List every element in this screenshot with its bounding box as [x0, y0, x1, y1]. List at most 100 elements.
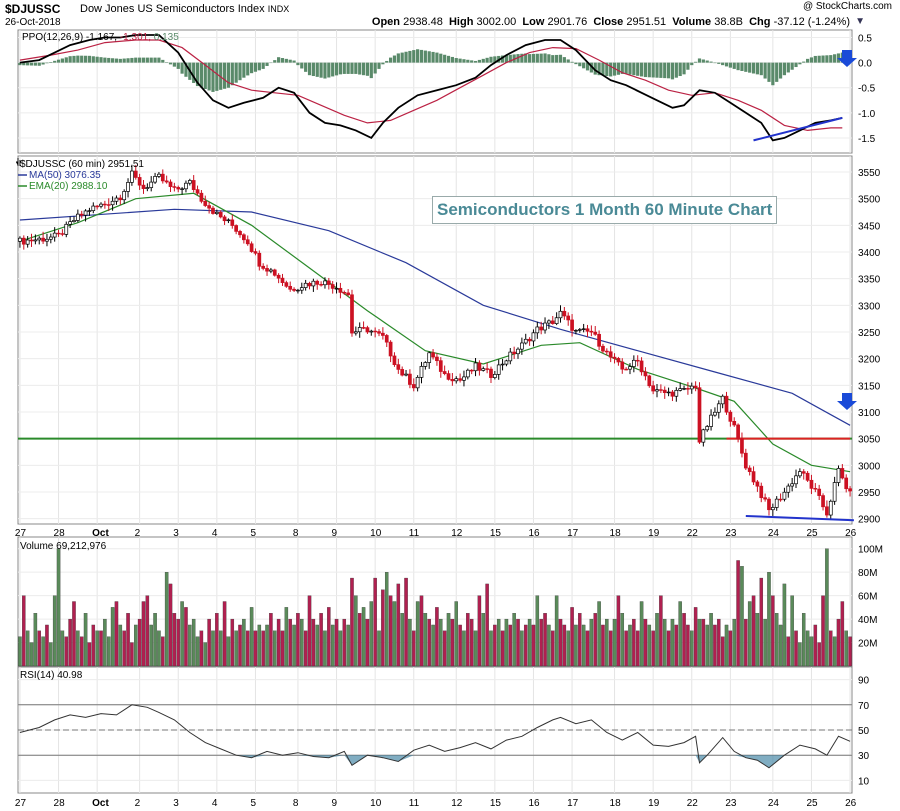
volume-bar — [404, 577, 408, 667]
y-tick-label: 3350 — [858, 275, 881, 286]
volume-bar — [462, 630, 466, 667]
y-tick-label: 40M — [858, 615, 877, 626]
candle-body — [157, 173, 161, 177]
candle-body — [805, 472, 810, 481]
ppo-histogram-bar — [358, 62, 362, 75]
ppo-legend: PPO(12,26,9) -1.167, -1.301, 0.135 — [22, 32, 179, 43]
candle-body — [547, 320, 551, 324]
ppo-histogram-bar — [500, 55, 505, 63]
ppo-histogram-bar — [636, 62, 640, 76]
ppo-histogram-bar — [593, 62, 597, 75]
ppo-histogram-bar — [724, 62, 729, 67]
volume-bar — [412, 630, 416, 667]
volume-bar — [632, 618, 636, 667]
candle-body — [72, 220, 76, 222]
candle-body — [523, 338, 528, 344]
ppo-histogram-bar — [68, 56, 72, 63]
candle-body — [211, 207, 215, 214]
ppo-histogram-bar — [157, 57, 161, 63]
candle-body — [21, 237, 26, 245]
ppo-histogram-bar — [721, 62, 725, 66]
x-tick-label: 24 — [768, 798, 780, 809]
candle-body — [670, 391, 675, 397]
candle-body — [130, 170, 134, 183]
ppo-histogram-bar — [778, 62, 783, 79]
candle-body — [562, 310, 567, 317]
ppo-histogram-bar — [342, 62, 346, 74]
volume-bar — [736, 560, 740, 667]
volume-bar — [740, 566, 744, 667]
candle-body — [377, 331, 381, 334]
ppo-histogram-bar — [655, 62, 659, 78]
candle-body — [763, 497, 767, 500]
volume-bar — [508, 624, 513, 667]
volume-bar — [130, 642, 134, 667]
ppo-histogram-bar — [666, 62, 671, 79]
candle-body — [48, 236, 53, 240]
volume-bar — [215, 613, 219, 667]
candle-body — [465, 369, 470, 378]
ppo-histogram-bar — [45, 62, 49, 64]
ppo-histogram-bar — [242, 62, 246, 78]
candle-body — [489, 368, 493, 378]
ppo-histogram-bar — [53, 60, 57, 63]
y-tick-label: 0.5 — [858, 34, 872, 45]
candle-body — [141, 184, 146, 189]
ppo-histogram-bar — [717, 62, 721, 64]
volume-bar — [798, 642, 802, 667]
candle-body — [323, 280, 327, 286]
candle-body — [346, 292, 350, 296]
volume-bar — [330, 624, 335, 667]
volume-bar — [832, 636, 837, 667]
volume-bar — [134, 624, 138, 667]
ppo-histogram-bar — [782, 62, 787, 76]
ppo-signal-line — [19, 39, 843, 132]
volume-bar — [481, 613, 486, 667]
volume-bar — [717, 618, 721, 667]
ppo-histogram-bar — [265, 62, 269, 66]
ppo-histogram-bar — [199, 62, 204, 88]
volume-bar — [628, 624, 632, 667]
volume-bar — [52, 595, 57, 667]
stockcharts-logo[interactable]: @ StockCharts.com — [802, 1, 892, 12]
ppo-histogram-bar — [454, 58, 458, 63]
volume-bar — [446, 613, 451, 667]
ppo-histogram-bar — [408, 50, 412, 63]
ppo-histogram-bar — [80, 55, 84, 63]
candle-body — [662, 389, 667, 393]
ppo-histogram-bar — [439, 53, 443, 63]
candle-body — [431, 352, 435, 358]
candle-body — [195, 189, 200, 194]
candle-body — [624, 368, 628, 371]
volume-bar — [466, 613, 470, 667]
ppo-histogram-bar — [95, 56, 99, 63]
candle-body — [68, 221, 72, 225]
candle-body — [114, 197, 119, 202]
volume-bar — [608, 630, 613, 667]
ppo-histogram-bar — [767, 62, 771, 82]
volume-bar — [249, 607, 254, 667]
candle-body — [539, 326, 544, 331]
ppo-histogram-bar — [709, 61, 713, 63]
ppo-histogram-bar — [535, 53, 539, 63]
candle-body — [674, 389, 679, 397]
panel-frame-vol — [17, 536, 853, 667]
ppo-histogram-bar — [450, 56, 454, 63]
volume-bar — [161, 636, 165, 667]
x-tick-label: Oct — [92, 798, 109, 809]
triangle-down-icon[interactable]: ▼ — [855, 16, 865, 27]
volume-bar — [311, 618, 316, 667]
volume-bar — [106, 636, 111, 667]
candle-body — [558, 310, 563, 319]
volume-bar — [554, 595, 559, 667]
candle-body — [319, 284, 323, 286]
candle-body — [585, 328, 590, 332]
candle-body — [388, 341, 393, 357]
x-tick-label: 16 — [528, 528, 540, 539]
ppo-histogram-bar — [33, 62, 37, 66]
volume-bar — [315, 624, 319, 667]
volume-bar — [605, 618, 609, 667]
volume-bar — [384, 572, 389, 667]
candle-body — [790, 483, 795, 487]
volume-bar — [288, 618, 292, 667]
